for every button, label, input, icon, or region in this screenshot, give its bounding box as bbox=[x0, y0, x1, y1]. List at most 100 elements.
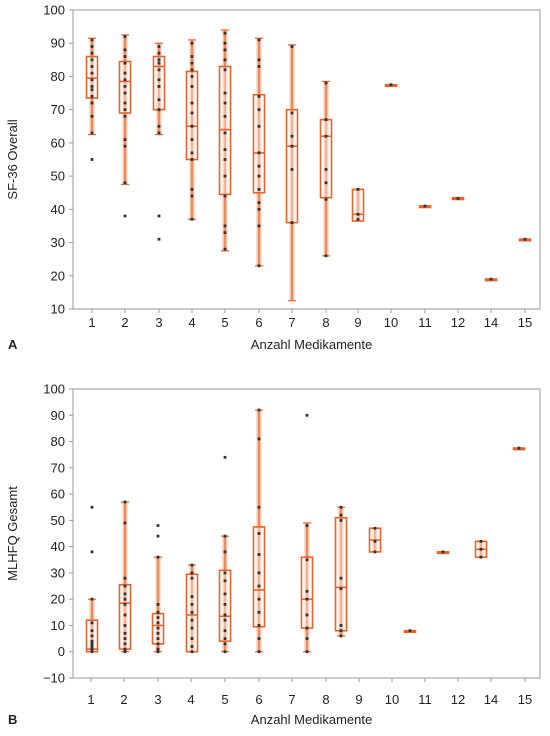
y-tick-label: 70 bbox=[51, 460, 65, 475]
data-point bbox=[90, 114, 94, 118]
data-point bbox=[223, 174, 227, 178]
data-point bbox=[257, 553, 261, 556]
data-point bbox=[90, 88, 94, 92]
data-point bbox=[423, 204, 427, 208]
data-point bbox=[257, 207, 261, 211]
data-point bbox=[157, 124, 161, 128]
x-tick-label: 15 bbox=[518, 692, 532, 707]
data-point bbox=[157, 108, 161, 112]
data-point bbox=[156, 647, 160, 651]
plot-frame bbox=[72, 9, 541, 310]
x-tick-label: 1 bbox=[87, 692, 94, 707]
data-point bbox=[157, 78, 161, 82]
data-point bbox=[290, 134, 294, 138]
data-point bbox=[257, 408, 261, 412]
data-point bbox=[123, 631, 127, 635]
x-tick-label: 4 bbox=[188, 315, 195, 330]
y-tick-label: 30 bbox=[51, 565, 65, 580]
data-point bbox=[223, 224, 227, 228]
data-point bbox=[156, 621, 160, 625]
y-tick-label: 60 bbox=[51, 135, 65, 150]
data-point bbox=[489, 277, 493, 281]
data-point bbox=[123, 181, 127, 185]
data-point bbox=[257, 597, 261, 601]
data-point bbox=[305, 589, 309, 593]
data-point bbox=[223, 534, 227, 538]
data-point bbox=[90, 629, 94, 633]
data-point bbox=[90, 51, 94, 55]
data-point bbox=[257, 124, 261, 128]
data-point bbox=[123, 61, 127, 65]
data-point bbox=[257, 151, 261, 155]
y-tick-label: 40 bbox=[51, 202, 65, 217]
data-point bbox=[305, 558, 309, 562]
data-point bbox=[223, 613, 227, 617]
data-point bbox=[156, 610, 160, 614]
x-tick-label: 5 bbox=[221, 692, 228, 707]
data-point bbox=[324, 81, 328, 85]
data-point bbox=[305, 524, 309, 528]
data-point bbox=[223, 91, 227, 95]
data-point bbox=[190, 138, 194, 141]
data-point bbox=[324, 254, 328, 258]
data-point bbox=[339, 518, 343, 522]
data-point bbox=[123, 144, 127, 148]
data-point bbox=[157, 45, 161, 48]
x-tick-label: 10 bbox=[384, 315, 398, 330]
data-point bbox=[190, 576, 194, 580]
x-tick-label: 3 bbox=[155, 315, 162, 330]
data-point bbox=[290, 168, 294, 171]
data-point bbox=[223, 571, 227, 575]
data-point bbox=[190, 603, 194, 606]
data-point bbox=[290, 221, 294, 225]
x-tick-label: 1 bbox=[88, 315, 95, 330]
data-point bbox=[223, 194, 227, 198]
x-tick-label: 12 bbox=[451, 692, 465, 707]
data-point bbox=[190, 85, 194, 88]
data-point bbox=[123, 624, 127, 627]
data-point bbox=[123, 85, 127, 88]
x-tick-label: 9 bbox=[354, 315, 361, 330]
data-point bbox=[123, 101, 127, 105]
data-point bbox=[157, 131, 161, 135]
data-point bbox=[90, 71, 94, 75]
data-point bbox=[324, 181, 328, 185]
y-tick-label: 50 bbox=[51, 513, 65, 528]
data-point bbox=[90, 634, 94, 638]
data-point bbox=[157, 61, 161, 65]
x-tick-label: 6 bbox=[255, 692, 262, 707]
data-point bbox=[90, 650, 94, 654]
data-point bbox=[324, 168, 328, 171]
data-point bbox=[223, 101, 227, 105]
data-point bbox=[257, 571, 261, 575]
data-point bbox=[223, 550, 227, 554]
data-point bbox=[90, 101, 94, 105]
data-point bbox=[190, 194, 194, 198]
x-tick-label: 5 bbox=[221, 315, 228, 330]
data-point bbox=[156, 534, 160, 538]
data-point bbox=[223, 603, 227, 606]
data-point bbox=[223, 637, 227, 640]
data-point bbox=[190, 158, 194, 161]
data-point bbox=[223, 592, 227, 596]
data-point bbox=[339, 576, 343, 580]
data-point bbox=[190, 637, 194, 640]
data-point bbox=[190, 571, 194, 575]
data-point bbox=[190, 563, 194, 567]
data-point bbox=[90, 597, 94, 601]
y-tick-label: 100 bbox=[43, 3, 65, 18]
data-point bbox=[441, 550, 445, 554]
data-point bbox=[123, 35, 127, 38]
data-point bbox=[190, 595, 194, 598]
data-point bbox=[356, 217, 360, 221]
box bbox=[185, 70, 199, 161]
data-point bbox=[257, 610, 261, 614]
data-point bbox=[339, 624, 343, 627]
data-point bbox=[156, 642, 160, 646]
data-point bbox=[157, 51, 161, 55]
data-point bbox=[190, 645, 194, 648]
data-point bbox=[90, 65, 94, 68]
data-point bbox=[257, 624, 261, 627]
box bbox=[351, 188, 365, 222]
data-point bbox=[373, 526, 377, 530]
